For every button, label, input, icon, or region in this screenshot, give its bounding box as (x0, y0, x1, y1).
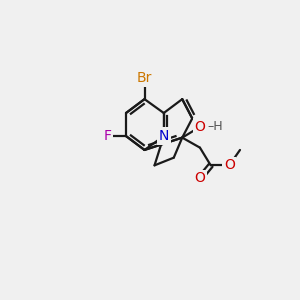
Text: F: F (103, 129, 112, 143)
Text: O: O (224, 158, 235, 172)
Text: N: N (159, 129, 169, 143)
Text: O: O (194, 120, 206, 134)
Text: –H: –H (208, 120, 223, 134)
Text: Br: Br (137, 71, 152, 85)
Text: O: O (194, 172, 206, 185)
